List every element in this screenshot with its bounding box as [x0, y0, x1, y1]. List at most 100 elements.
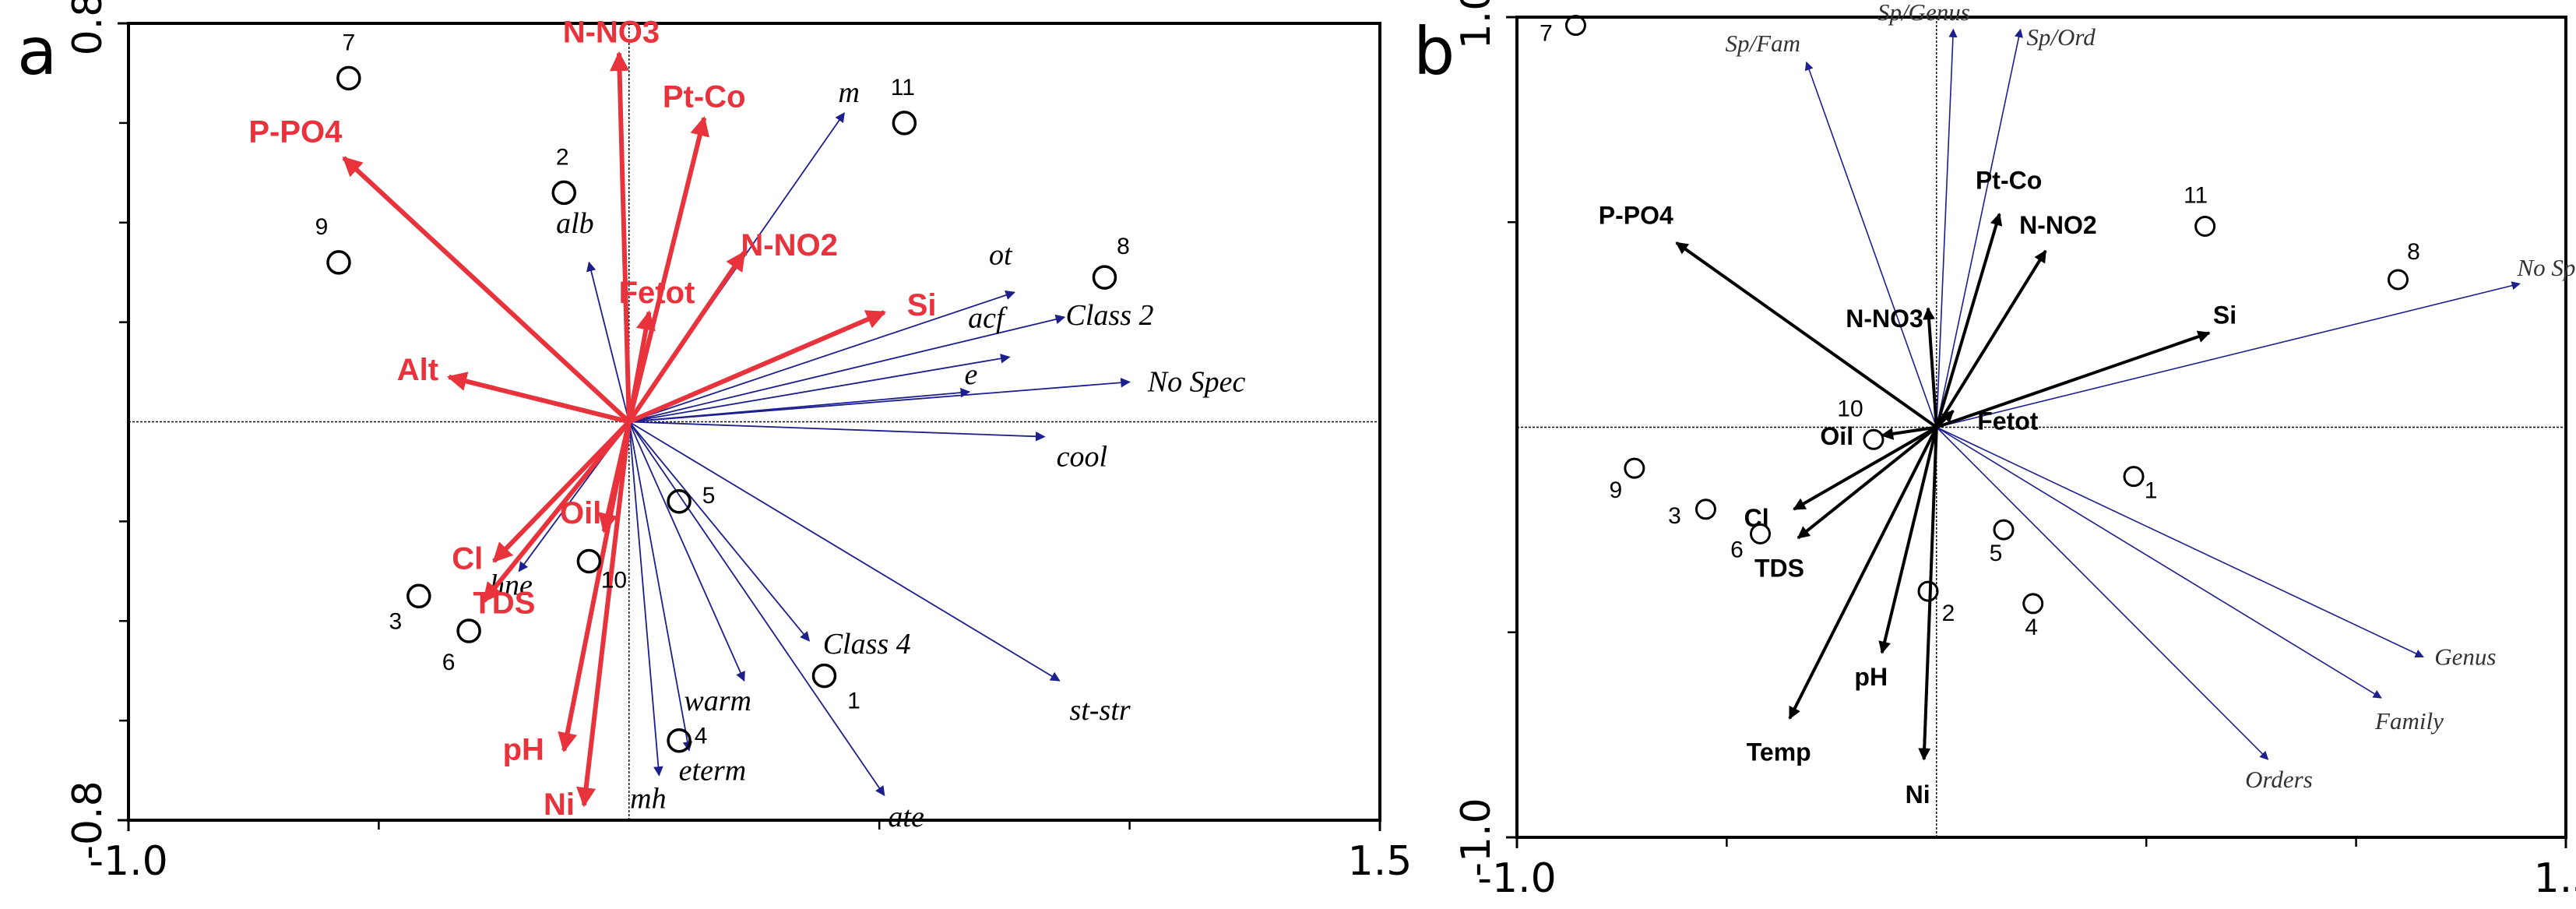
species-vector-family	[1936, 426, 2382, 699]
env-vector-si	[1936, 330, 2211, 429]
site-point-2	[1917, 580, 1939, 602]
site-point-5	[667, 489, 692, 514]
site-point-11	[2194, 216, 2216, 238]
site-point-6	[1750, 523, 1772, 544]
species-vector-no-spec	[1936, 281, 2521, 428]
species-label-class-2: Class 2	[1066, 299, 1154, 332]
species-vector-ot	[628, 290, 1015, 423]
species-vector-ate	[628, 421, 885, 797]
env-vector-ni	[576, 421, 632, 808]
species-label-alb: alb	[556, 207, 594, 240]
panel-letter-a: a	[17, 13, 57, 90]
env-vector-n-no3	[1923, 307, 1938, 428]
site-point-10	[1863, 428, 1884, 450]
site-label-6: 6	[442, 650, 456, 675]
env-label-n-no3: N-NO3	[1846, 305, 1923, 333]
site-label-5: 5	[702, 483, 716, 509]
env-label-fetot: Fetot	[1977, 407, 2039, 435]
site-point-8	[2387, 269, 2409, 291]
species-vector-mh	[628, 421, 663, 777]
env-vector-pt-co	[626, 116, 710, 423]
species-label-st-str: st-str	[1070, 694, 1131, 727]
species-label-genus: Genus	[2434, 643, 2496, 670]
y-tick-label: -0.8	[65, 780, 111, 859]
env-vector-p-po4	[342, 156, 631, 424]
env-vector-oil	[1881, 425, 1937, 440]
species-label-eterm: eterm	[679, 754, 747, 787]
species-label-m: m	[838, 76, 859, 109]
species-vector-sp-genus	[1936, 28, 1958, 428]
site-point-4	[2022, 593, 2044, 615]
species-vector-no-spec	[628, 377, 1131, 423]
x-tick-label: -1.0	[1477, 855, 1556, 902]
site-point-9	[1624, 457, 1645, 479]
env-vector-p-po4	[1675, 241, 1937, 429]
species-vector-warm	[628, 421, 745, 682]
panel-letter-b: b	[1413, 13, 1455, 90]
site-point-1	[811, 663, 837, 689]
site-label-2: 2	[556, 144, 569, 170]
site-label-10: 10	[601, 568, 627, 594]
env-label-p-po4: P-PO4	[248, 115, 343, 150]
env-vector-ni	[1918, 427, 1938, 761]
species-vector-orders	[1936, 426, 2269, 760]
env-vector-ph	[558, 421, 632, 752]
species-vector-sp-fam	[1804, 61, 1937, 428]
site-label-4: 4	[2025, 615, 2038, 640]
site-label-9: 9	[315, 214, 329, 240]
env-label-ph: pH	[1854, 663, 1888, 691]
env-label-si: Si	[2213, 301, 2236, 329]
site-label-6: 6	[1730, 537, 1744, 562]
env-label-si: Si	[907, 288, 937, 322]
env-label-cl: Cl	[1744, 504, 1769, 532]
site-point-5	[1993, 519, 2015, 541]
species-vector-genus	[1936, 426, 2424, 658]
site-point-3	[406, 583, 431, 609]
site-label-9: 9	[1610, 477, 1623, 503]
site-label-5: 5	[1990, 541, 2003, 566]
site-label-4: 4	[695, 724, 708, 749]
site-label-7: 7	[1540, 21, 1553, 47]
species-label-cool: cool	[1057, 441, 1107, 474]
species-label-no-spec: No Spec	[1147, 365, 1246, 398]
site-point-2	[551, 180, 576, 206]
env-vector-temp	[1788, 426, 1938, 720]
env-vector-fetot	[1935, 410, 1955, 428]
env-vector-cl	[492, 420, 631, 563]
x-tick-label: 1.5	[2534, 855, 2576, 902]
species-label-sp-ord: Sp/Ord	[2026, 23, 2096, 51]
env-label-n-no2: N-NO2	[741, 228, 837, 262]
site-label-3: 3	[389, 608, 402, 634]
species-vector-alb	[586, 261, 630, 422]
env-label-pt-co: Pt-Co	[663, 79, 746, 114]
y-tick-label: -1.0	[1453, 798, 1500, 876]
panel-a: a 0.8 -0.8-1.0 1.5 m alb ot Class 2 acf e No Spec c…	[17, 0, 1412, 885]
env-label-fetot: Fetot	[619, 276, 695, 310]
env-label-cl: Cl	[452, 542, 483, 576]
species-label-ate: ate	[888, 801, 924, 833]
y-tick-label: 1.0	[1453, 0, 1500, 49]
env-label-ph: pH	[503, 732, 544, 766]
env-label-oil: Oil	[1820, 422, 1853, 450]
site-label-8: 8	[1117, 234, 1130, 259]
species-label-sp-fam: Sp/Fam	[1726, 30, 1800, 57]
site-point-10	[576, 548, 602, 574]
x-tick-label: -1.0	[89, 838, 167, 885]
site-point-9	[326, 250, 351, 275]
species-label-sp-genus: Sp/Genus	[1877, 0, 1970, 26]
site-label-11: 11	[2184, 183, 2208, 209]
species-label-orders: Orders	[2245, 766, 2313, 793]
species-label-family: Family	[2374, 707, 2444, 735]
env-label-ni: Ni	[1906, 780, 1930, 809]
env-label-p-po4: P-PO4	[1599, 202, 1673, 230]
species-vector-sp-ord	[1936, 28, 2023, 428]
site-label-2: 2	[1942, 601, 1955, 626]
site-label-11: 11	[891, 75, 915, 100]
env-vector-cl	[1793, 425, 1937, 511]
env-label-n-no3: N-NO3	[563, 15, 660, 49]
species-vector-eterm	[628, 421, 693, 752]
site-point-8	[1092, 265, 1117, 290]
site-label-1: 1	[2145, 478, 2158, 504]
species-label-class-4: Class 4	[823, 628, 911, 661]
